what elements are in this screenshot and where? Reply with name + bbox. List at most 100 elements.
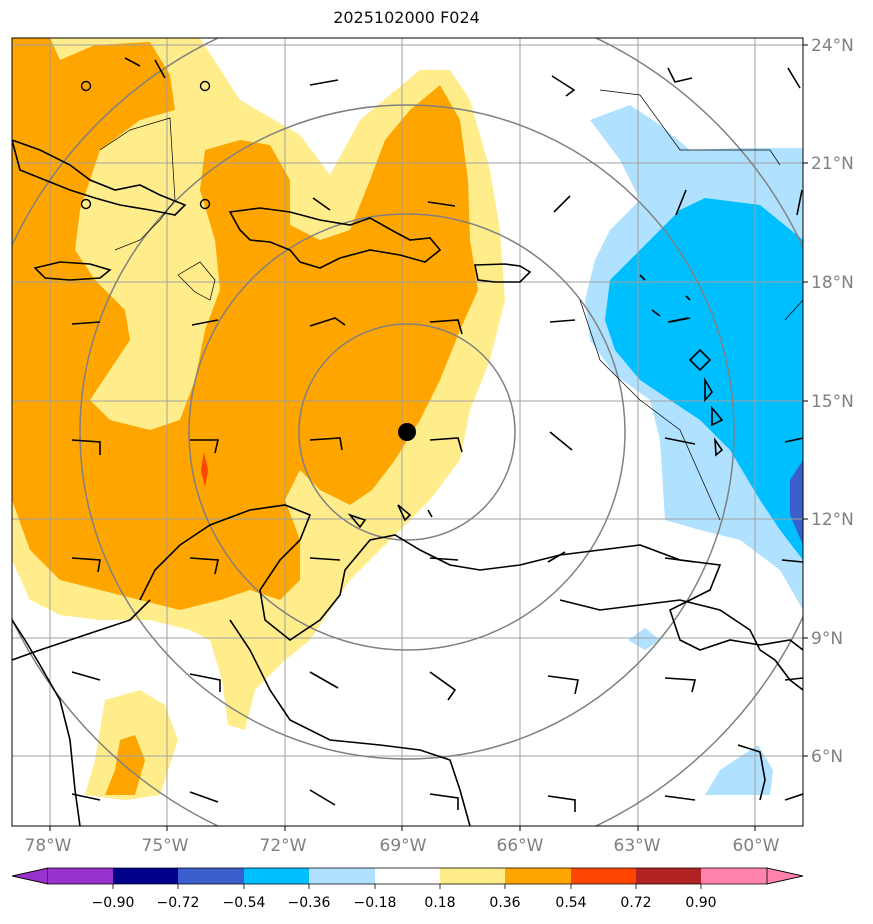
wind-barb [309,671,339,689]
wind-barb [664,437,696,445]
wind-barb [124,57,141,67]
latitude-labels: 24°N 21°N 18°N 15°N 12°N 9°N 6°N [811,36,854,767]
range-ring-2 [188,213,626,651]
colorbar-label: 0.18 [424,895,455,911]
lat-label: 21°N [811,154,854,174]
storm-center-marker [398,423,416,441]
colorbar-bin [701,868,767,884]
coast-colombia [12,599,151,661]
map-frame [11,37,804,827]
colorbar-label: 0.54 [555,895,586,911]
wind-barb [784,437,803,443]
colorbar-bin [244,868,309,884]
lat-label: 24°N [811,36,854,56]
range-ring-1 [298,323,516,541]
wind-barb [154,59,166,79]
coast-east-venezuela [559,599,761,651]
field-orange-main [12,38,478,610]
colorbar-bin [505,868,571,884]
contour-lines [99,89,803,521]
lat-label: 6°N [811,747,843,767]
coast-antilles [639,274,724,457]
colorbar-label: −0.18 [354,895,397,911]
coast-panama-west [12,619,81,826]
wind-barb [189,557,219,575]
contour-line-4 [579,299,721,521]
field-lightblue-se [705,745,773,795]
wind-barb [429,319,463,335]
wind-barb [787,67,801,89]
field-blue-east [605,198,803,560]
wind-barb [190,439,220,454]
lon-label: 78°W [25,836,72,856]
wind-barb [784,793,803,801]
colorbar-bin [571,868,636,884]
colorbar-bin [375,868,440,884]
contour-line-2 [177,261,216,301]
wind-barb [551,75,576,97]
colorbar-label: 0.72 [620,895,651,911]
calm-circle [199,198,211,210]
coast-trinidad [759,649,803,691]
colorbar-extend-high [766,867,804,885]
colorbar-label: 0.36 [489,895,520,911]
wind-barb [309,557,341,561]
wind-barb [549,431,573,451]
calm-circle [80,198,92,210]
wind-barb [664,677,697,693]
wind-barb [429,671,457,701]
contour-line-1 [99,117,176,251]
coast-cuba [12,139,187,216]
wind-barb [429,793,459,810]
lon-label: 60°W [733,836,780,856]
wind-barb [71,671,101,681]
coast-hispaniola [228,207,442,269]
wind-barb [781,559,803,563]
wind-barb [796,189,803,216]
lat-label: 12°N [811,510,854,530]
colorbar-label: −0.36 [288,895,331,911]
wind-barb [71,557,101,573]
lon-label: 72°W [260,836,307,856]
wind-barb [429,557,459,561]
wind-barb [549,319,576,323]
colorbar-label: −0.54 [223,895,266,911]
wind-barb [547,795,576,812]
wind-barb [309,317,346,327]
lon-label: 69°W [380,836,427,856]
coast-puerto-rico [474,263,532,283]
calm-circle [80,80,92,92]
wind-barb [71,793,101,801]
lon-label: 75°W [142,836,189,856]
lat-label: 18°N [811,273,854,293]
wind-barb [309,789,336,806]
wind-barb [312,197,331,211]
coast-abc-islands [347,504,433,529]
colorbar-extend-low [11,867,49,885]
wind-barbs [71,57,803,812]
wind-barb [784,677,803,681]
wind-barb [547,675,579,695]
coastlines [12,139,803,826]
graticule [12,38,803,826]
lat-label: 15°N [811,392,854,412]
colorbar-label: −0.72 [157,895,200,911]
wind-barb [667,317,689,323]
coast-se-island [737,744,766,801]
colorbar-ticks [112,884,702,889]
wind-barb [71,439,101,455]
coast-venezuela-inland [229,619,471,826]
coast-jamaica [33,261,112,281]
field-lightblue-spot [628,628,660,650]
colorbar: −0.90 −0.72 −0.54 −0.36 −0.18 0.18 0.36 … [11,867,804,911]
axis-ticks [49,44,808,831]
wind-barb [71,321,101,325]
colorbar-bin [440,868,505,884]
colorbar-bin [113,868,178,884]
colorbar-bin [636,868,701,884]
lon-label: 66°W [497,836,544,856]
map-title: 2025102000 F024 [333,8,480,27]
wind-barb [664,557,696,563]
wind-barb [427,201,456,207]
